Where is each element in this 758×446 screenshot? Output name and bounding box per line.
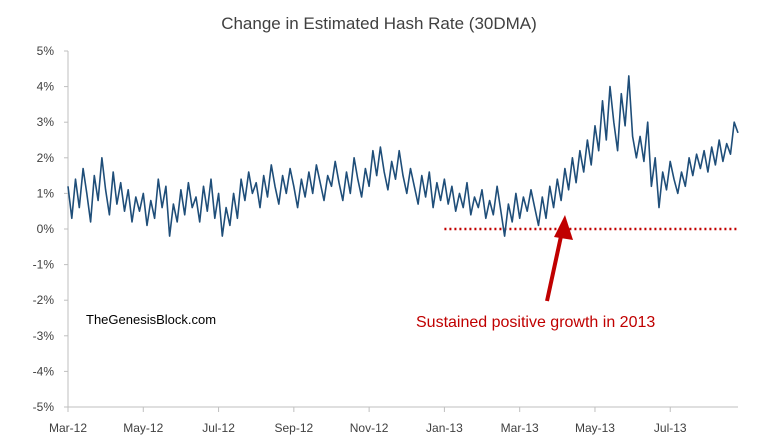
- y-tick-label: -4%: [33, 364, 55, 378]
- x-tick-label: Jan-13: [426, 421, 463, 435]
- x-tick-label: May-13: [575, 421, 615, 435]
- x-tick-label: Nov-12: [350, 421, 389, 435]
- x-tick-label: Mar-13: [501, 421, 539, 435]
- y-tick-label: -5%: [33, 400, 55, 414]
- y-tick-label: 5%: [37, 44, 55, 58]
- chart-title: Change in Estimated Hash Rate (30DMA): [221, 14, 537, 33]
- y-tick-label: 1%: [37, 186, 55, 200]
- y-tick-label: 0%: [37, 222, 55, 236]
- arrow-shaft: [545, 226, 565, 302]
- growth-annotation: Sustained positive growth in 2013: [416, 314, 656, 331]
- y-tick-label: 2%: [37, 151, 55, 165]
- y-tick-label: -1%: [33, 258, 55, 272]
- x-tick-label: Jul-13: [654, 421, 687, 435]
- arrow-head: [554, 215, 573, 240]
- y-tick-label: 4%: [37, 80, 55, 94]
- hash-rate-series-line: [67, 75, 739, 237]
- x-tick-label: Sep-12: [274, 421, 313, 435]
- y-tick-label: -3%: [33, 329, 55, 343]
- y-tick-label: 3%: [37, 115, 55, 129]
- x-tick-label: Mar-12: [49, 421, 87, 435]
- x-tick-label: Jul-12: [202, 421, 235, 435]
- source-watermark: TheGenesisBlock.com: [86, 312, 217, 327]
- y-tick-label: -2%: [33, 293, 55, 307]
- x-tick-label: May-12: [123, 421, 163, 435]
